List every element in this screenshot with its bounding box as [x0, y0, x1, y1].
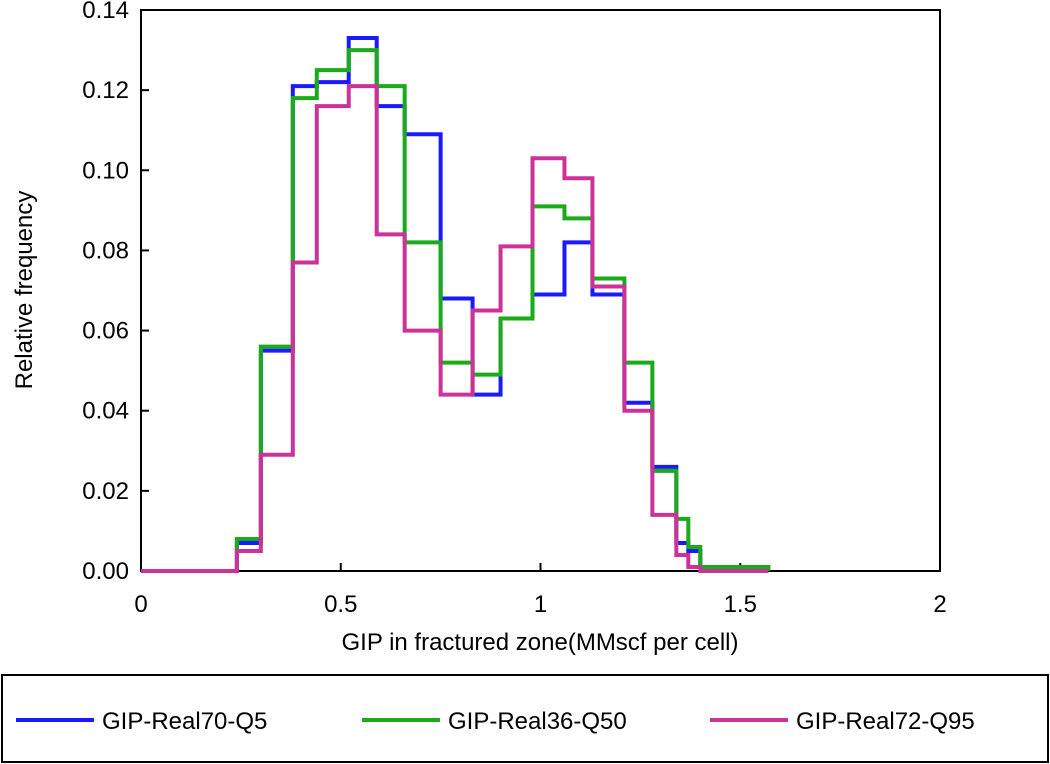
y-tick-label: 0.12: [82, 77, 129, 104]
x-tick-label: 1: [534, 591, 547, 618]
y-tick-label: 0.00: [82, 558, 129, 585]
series-layer: [141, 36, 771, 573]
x-tick-label: 1.5: [724, 591, 757, 618]
x-axis: 0 0.5 1 1.5 2: [134, 563, 947, 618]
x-tick-label: 0: [134, 591, 147, 618]
x-tick-label: 0.5: [324, 591, 357, 618]
legend-label-2: GIP-Real36-Q50: [448, 708, 627, 735]
x-axis-title: GIP in fractured zone(MMscf per cell): [341, 629, 738, 656]
series-line-2: [141, 48, 771, 573]
y-axis-title: Relative frequency: [11, 191, 38, 390]
y-tick-label: 0.06: [82, 318, 129, 345]
legend: GIP-Real70-Q5 GIP-Real36-Q50 GIP-Real72-Q9…: [16, 708, 975, 735]
y-tick-label: 0.04: [82, 398, 129, 425]
y-axis: 0.00 0.02 0.04 0.06 0.08 0.10 0.12 0.14: [82, 0, 149, 585]
legend-label-3: GIP-Real72-Q95: [796, 708, 975, 735]
legend-label-1: GIP-Real70-Q5: [102, 708, 267, 735]
y-tick-label: 0.14: [82, 0, 129, 24]
series-line-3: [141, 84, 769, 573]
y-tick-label: 0.08: [82, 237, 129, 264]
y-tick-label: 0.02: [82, 478, 129, 505]
y-tick-label: 0.10: [82, 157, 129, 184]
legend-box: [1, 674, 1049, 763]
x-tick-label: 2: [933, 591, 946, 618]
series-line-1: [141, 36, 771, 573]
